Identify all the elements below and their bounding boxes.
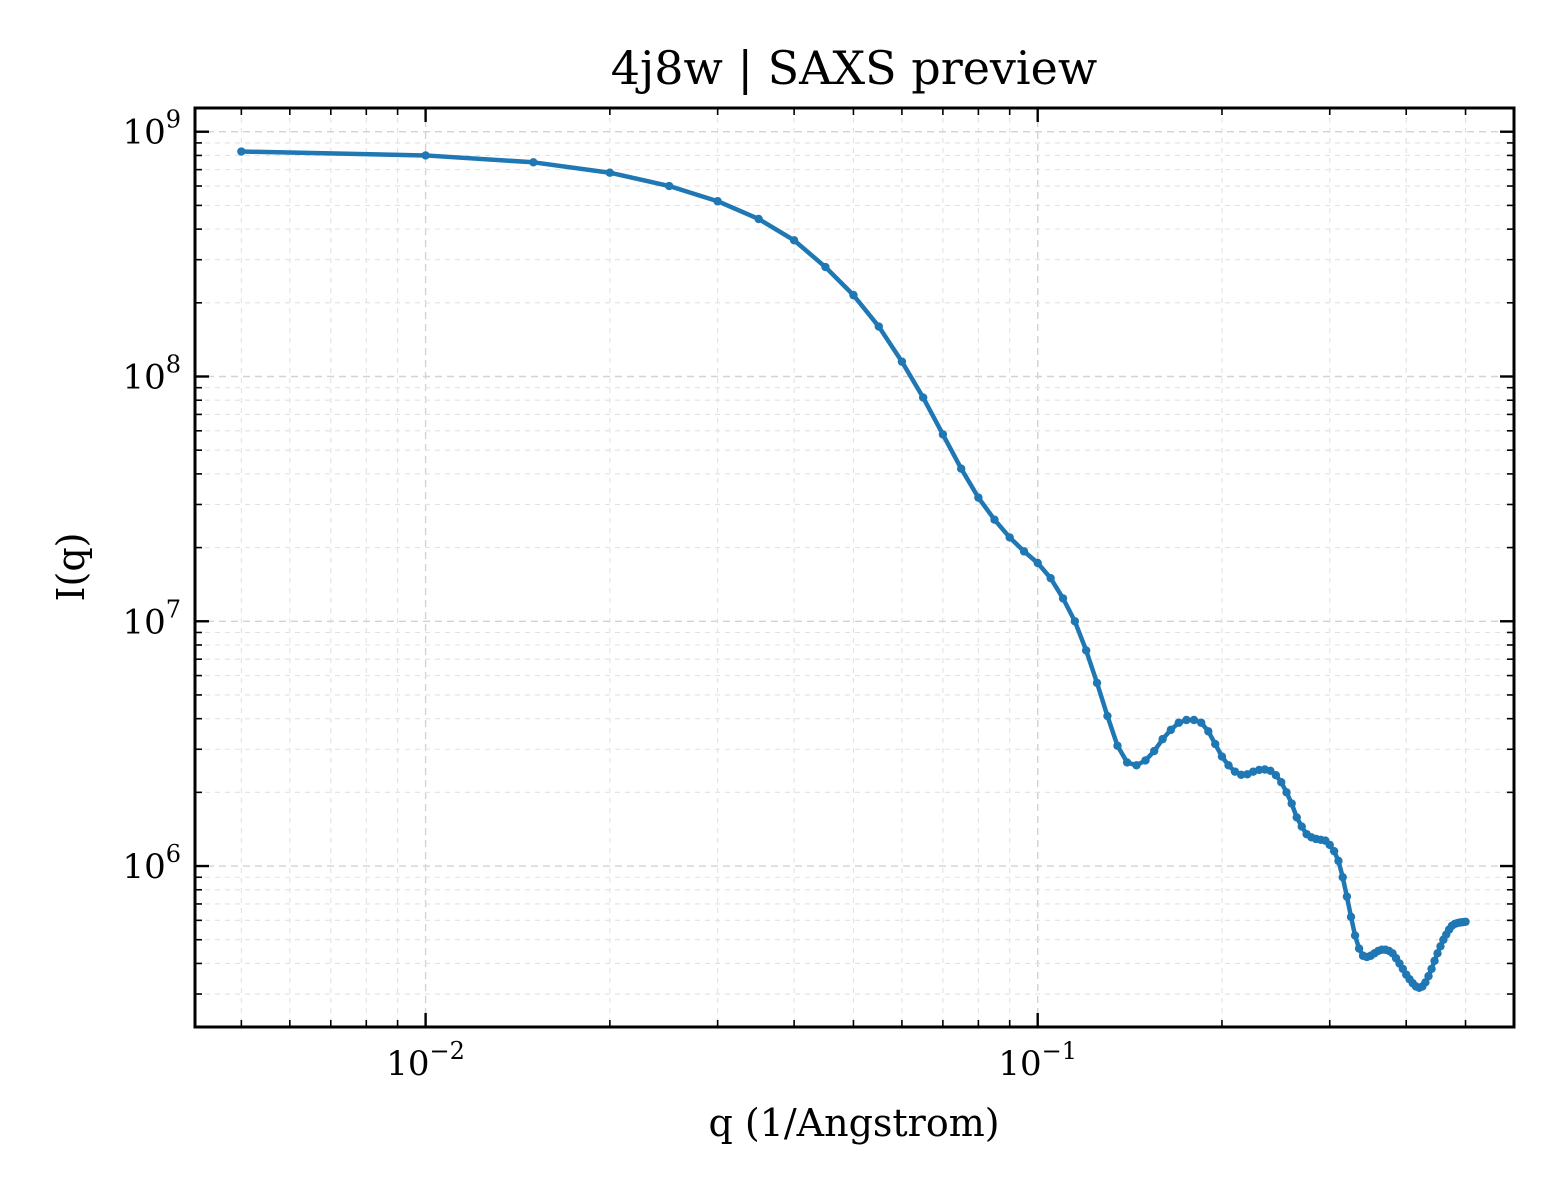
data-point bbox=[1132, 761, 1141, 770]
y-axis-label: I(q) bbox=[49, 533, 93, 602]
data-point bbox=[605, 168, 615, 177]
data-point bbox=[529, 158, 538, 167]
data-point bbox=[754, 214, 763, 224]
data-point bbox=[1182, 715, 1191, 725]
data-point bbox=[1204, 727, 1213, 736]
data-point bbox=[1211, 739, 1220, 749]
data-point bbox=[1282, 788, 1291, 797]
x-tick-label: 10−1 bbox=[998, 1037, 1077, 1084]
y-tick-label: 106 bbox=[122, 840, 181, 887]
data-point bbox=[1113, 741, 1122, 750]
grid bbox=[195, 108, 1514, 1027]
data-point bbox=[1236, 770, 1246, 779]
data-point bbox=[1217, 752, 1227, 761]
data-point bbox=[938, 430, 948, 439]
data-point bbox=[1122, 758, 1132, 767]
data-point bbox=[789, 236, 799, 245]
data-point bbox=[1005, 533, 1014, 542]
data-point bbox=[1287, 799, 1296, 808]
data-point bbox=[897, 357, 907, 366]
series-layer bbox=[237, 147, 1470, 993]
y-tick-label: 107 bbox=[122, 595, 181, 642]
data-point bbox=[1174, 718, 1183, 727]
data-point bbox=[1033, 558, 1042, 568]
data-point bbox=[1424, 971, 1433, 981]
data-point bbox=[237, 147, 246, 156]
data-point bbox=[974, 493, 983, 502]
tick-labels: 10−2 10−1 106 107 108 109 bbox=[122, 106, 1077, 1084]
data-point bbox=[918, 393, 928, 402]
data-point bbox=[1433, 949, 1442, 958]
data-point bbox=[821, 262, 830, 272]
data-point bbox=[713, 197, 722, 206]
plot-frame bbox=[193, 106, 1516, 1029]
data-point bbox=[1166, 725, 1176, 735]
data-point bbox=[1081, 646, 1091, 655]
data-point bbox=[1325, 840, 1334, 850]
data-point bbox=[1189, 715, 1199, 725]
data-point bbox=[664, 181, 674, 191]
data-point bbox=[990, 515, 999, 524]
data-point bbox=[1342, 892, 1352, 901]
chart-title: 4j8w | SAXS preview bbox=[611, 41, 1097, 95]
data-point bbox=[1297, 822, 1306, 831]
data-point bbox=[1070, 617, 1080, 626]
data-point bbox=[1046, 573, 1055, 583]
data-point bbox=[1329, 846, 1339, 856]
data-point bbox=[1461, 917, 1470, 926]
data-point bbox=[1346, 912, 1356, 922]
data-point bbox=[1149, 746, 1159, 756]
data-point bbox=[1092, 678, 1102, 688]
data-point bbox=[1334, 856, 1343, 866]
data-point bbox=[1277, 778, 1286, 787]
y-tick-label: 108 bbox=[122, 350, 181, 397]
data-point bbox=[1338, 873, 1347, 882]
x-axis-label: q (1/Angstrom) bbox=[708, 1101, 999, 1145]
data-point bbox=[957, 464, 966, 473]
data-point bbox=[1271, 771, 1281, 780]
y-tick-label: 109 bbox=[122, 106, 181, 153]
data-point bbox=[1430, 956, 1439, 966]
data-point bbox=[1058, 594, 1068, 603]
data-point bbox=[1427, 964, 1436, 974]
data-point bbox=[874, 322, 883, 331]
x-tick-label: 10−2 bbox=[386, 1037, 465, 1084]
data-point bbox=[1436, 942, 1445, 951]
data-point bbox=[1230, 767, 1240, 776]
data-point bbox=[1197, 718, 1206, 727]
data-point bbox=[1292, 813, 1301, 822]
data-point bbox=[849, 290, 858, 300]
data-point bbox=[1354, 944, 1364, 953]
data-point bbox=[1224, 761, 1233, 770]
data-point bbox=[1141, 756, 1150, 765]
data-point bbox=[1350, 931, 1360, 940]
data-point bbox=[421, 151, 430, 160]
data-point bbox=[1019, 547, 1029, 556]
data-point bbox=[1103, 711, 1112, 721]
data-point bbox=[1158, 734, 1167, 744]
